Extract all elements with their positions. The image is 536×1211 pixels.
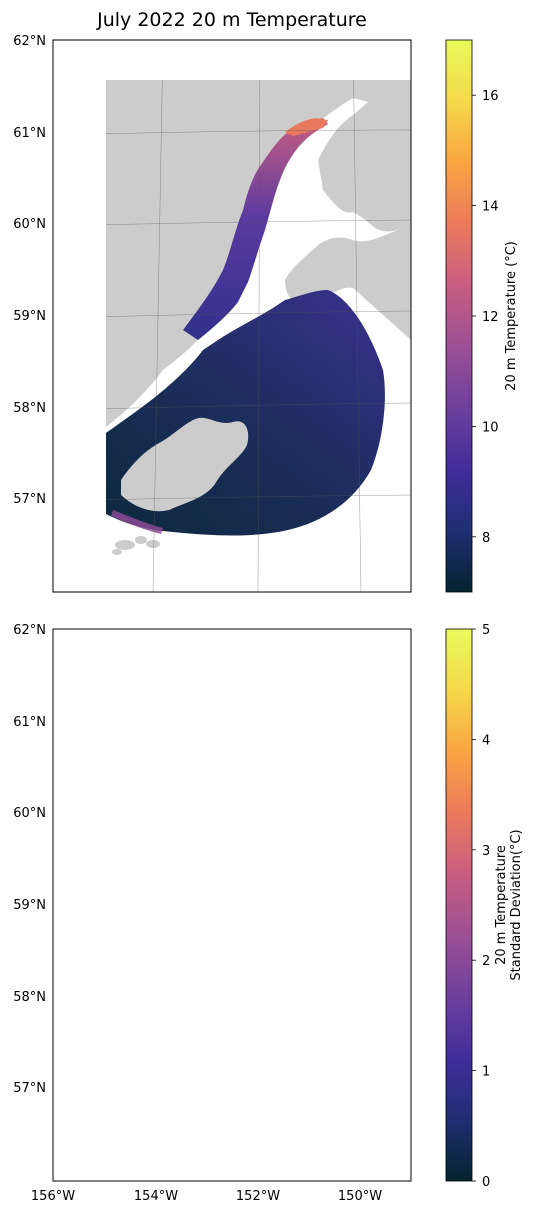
colorbar-label-line: Standard Deviation(°C) (509, 829, 524, 980)
land (53, 629, 411, 1181)
colorbar-ticks: 8 10 12 14 16 (472, 89, 499, 546)
std-dev-coastal-band (53, 929, 218, 1061)
std-dev-hotspot-east (344, 929, 372, 989)
colorbar-tick-label: 3 (482, 844, 490, 859)
lon-label: 150°W (338, 1189, 382, 1204)
lon-axis: 156°W 154°W 152°W 150°W (31, 1189, 382, 1204)
colorbar-temperature: 8 10 12 14 16 20 m Temperature (°C) (445, 39, 519, 593)
lon-label: 154°W (134, 1189, 178, 1204)
colorbar-gradient (445, 628, 473, 1182)
map-panel-temperature: 62°N 61°N 60°N 59°N 58°N 57°N 8 10 12 14 16 … (13, 34, 519, 593)
std-dev-hotspot-mid (259, 797, 267, 811)
colorbar-ticks: 0 1 2 3 4 5 (472, 623, 490, 1190)
islands-sw (112, 536, 160, 555)
temperature-inlet (183, 118, 328, 340)
map-panel-std-dev: 62°N 61°N 60°N 59°N 58°N 57°N 156°W 154°… (13, 623, 524, 1204)
std-dev-field (53, 879, 385, 1125)
temperature-inlet-head (285, 118, 328, 136)
colorbar-std-dev: 0 1 2 3 4 5 20 m Temperature Standard Deviati… (445, 623, 524, 1190)
colorbar-gradient (445, 39, 473, 593)
graticule (53, 626, 411, 1181)
lat-label: 61°N (13, 715, 46, 730)
colorbar-tick-label: 5 (482, 623, 490, 638)
figure-title: July 2022 20 m Temperature (96, 9, 367, 31)
lat-label: 59°N (13, 309, 46, 324)
colorbar-tick-label: 14 (482, 200, 499, 215)
lat-axis: 62°N 61°N 60°N 59°N 58°N 57°N (13, 34, 46, 507)
map-frame (52, 39, 412, 593)
lat-axis: 62°N 61°N 60°N 59°N 58°N 57°N (13, 623, 46, 1096)
colorbar-label: 20 m Temperature (°C) (504, 241, 519, 391)
map-frame (52, 628, 412, 1182)
lon-label: 156°W (31, 1189, 75, 1204)
land-peninsula (53, 629, 313, 1039)
ocean (53, 687, 411, 1181)
lat-label: 57°N (13, 492, 46, 507)
temperature-south-edge (111, 510, 163, 534)
colorbar-tick-label: 0 (482, 1175, 490, 1190)
std-dev-upper-inlet (311, 677, 363, 733)
lat-label: 62°N (13, 34, 46, 49)
land-peninsula (106, 80, 308, 416)
lat-label: 60°N (13, 217, 46, 232)
lat-label: 58°N (13, 401, 46, 416)
colorbar-tick-label: 16 (482, 89, 499, 104)
std-dev-hotspot-north (309, 713, 327, 721)
lat-label: 62°N (13, 623, 46, 638)
colorbar-tick-label: 12 (482, 310, 499, 325)
lat-label: 57°N (13, 1081, 46, 1096)
island-kodiak-top (121, 1007, 248, 1100)
colorbar-tick-label: 2 (482, 954, 490, 969)
lat-label: 61°N (13, 126, 46, 141)
std-dev-south-edge (89, 1089, 153, 1123)
lat-label: 60°N (13, 806, 46, 821)
colorbar-tick-label: 8 (482, 531, 490, 546)
lat-label: 58°N (13, 990, 46, 1005)
islands-sw (112, 1125, 160, 1144)
colorbar-label: 20 m Temperature Standard Deviation(°C) (494, 829, 524, 980)
std-dev-hotspot-south (203, 1111, 267, 1125)
colorbar-tick-label: 4 (482, 733, 490, 748)
colorbar-tick-label: 1 (482, 1065, 490, 1080)
colorbar-tick-label: 10 (482, 420, 499, 435)
lon-label: 152°W (236, 1189, 280, 1204)
lat-label: 59°N (13, 898, 46, 913)
island-kodiak-top (121, 417, 249, 512)
land-kenai (285, 814, 411, 929)
std-dev-inlet (183, 707, 328, 929)
colorbar-label-line: 20 m Temperature (494, 845, 509, 965)
